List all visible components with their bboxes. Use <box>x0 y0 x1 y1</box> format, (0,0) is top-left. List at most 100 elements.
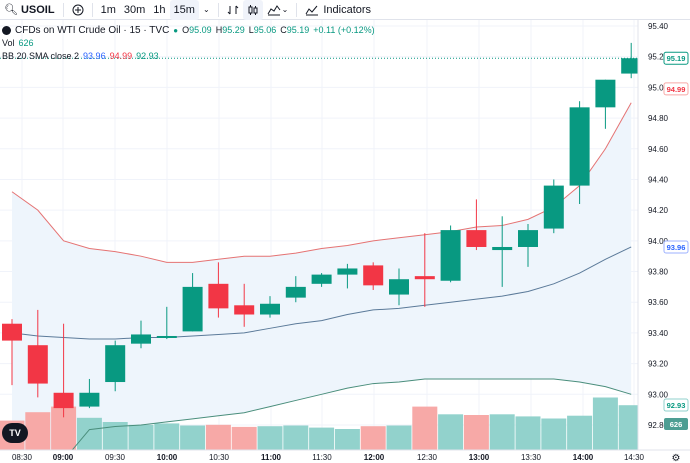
candle-body <box>131 334 151 344</box>
volume-bar <box>154 423 180 450</box>
bb-upper-value: 94.99 <box>109 51 133 61</box>
price-tick-label: 95.20 <box>648 53 669 62</box>
bb-lower-tag-bg <box>663 398 689 412</box>
volume-bar <box>541 418 567 450</box>
bb-lines <box>11 102 632 463</box>
volume-bar <box>567 415 593 450</box>
vol-label[interactable]: Vol <box>2 38 15 48</box>
bar-replay-button[interactable] <box>223 0 243 20</box>
time-tick-label: 09:00 <box>53 453 74 462</box>
settings-gear-icon[interactable]: ⚙ <box>672 453 681 463</box>
indicators-button[interactable]: Indicators <box>301 0 375 20</box>
bb-upper-tag-bg <box>663 82 689 96</box>
volume-bar <box>463 415 489 450</box>
bb-upper-line <box>11 102 632 263</box>
last-price-tag: 95.19 <box>667 54 686 63</box>
price-tick-label: 95.40 <box>648 22 669 31</box>
divider <box>62 2 64 17</box>
volume-bar <box>438 414 464 450</box>
bb-label[interactable]: BB 20 SMA close 2 <box>2 51 80 61</box>
candle-body <box>53 392 74 409</box>
bb-upper-tag: 94.99 <box>667 85 686 94</box>
symbol-search[interactable]: 🔍︎ USOIL <box>0 0 59 20</box>
price-tick-label: 94.60 <box>648 145 669 154</box>
interval-15m[interactable]: 15m <box>169 0 199 20</box>
candle-body <box>492 246 513 251</box>
area-chart-button[interactable]: ⌄ <box>263 0 293 20</box>
chevron-down-icon: ⌄ <box>202 5 210 14</box>
candle-body <box>2 323 22 341</box>
vol-tag: 626 <box>670 420 683 429</box>
symbol-logo-icon <box>2 26 11 35</box>
volume-bar <box>334 429 360 450</box>
time-tick-label: 14:00 <box>573 453 594 462</box>
candle-body <box>234 305 255 315</box>
legend-main-row: CFDs on WTI Crude Oil · 15 · TVC ● O95.0… <box>2 24 375 37</box>
indicators-icon <box>305 5 319 15</box>
volume-bar <box>128 424 154 450</box>
price-tick-label: 93.00 <box>648 390 669 399</box>
legend-title[interactable]: CFDs on WTI Crude Oil · 15 · TVC <box>15 25 170 36</box>
price-tags: 95.19 94.99 93.96 92.93 626 <box>0 51 689 430</box>
symbol-name: USOIL <box>20 3 55 16</box>
price-tick-label: 93.40 <box>648 329 669 338</box>
price-tick-label: 93.60 <box>648 298 669 307</box>
compare-button[interactable] <box>68 0 88 20</box>
bb-basis-tag: 93.96 <box>667 243 686 252</box>
interval-1m[interactable]: 1m <box>100 3 116 16</box>
volume-bar <box>283 425 309 450</box>
divider <box>91 2 93 17</box>
replay-icon <box>227 5 238 14</box>
candle-body <box>569 107 590 186</box>
candles <box>2 42 642 418</box>
legend-bb-row: BB 20 SMA close 2 93.96 94.99 92.93 <box>2 50 375 63</box>
candle-body <box>27 345 48 384</box>
legend-close: C95.19 <box>280 25 310 35</box>
candle-body <box>595 79 616 108</box>
candle-body <box>518 230 538 247</box>
volume-bar <box>309 427 335 450</box>
vol-tag-bg <box>664 418 688 430</box>
price-tick-label: 93.80 <box>648 268 669 277</box>
chart-legend: CFDs on WTI Crude Oil · 15 · TVC ● O95.0… <box>2 24 375 63</box>
bb-lower-tag: 92.93 <box>667 401 686 410</box>
candle-body <box>440 230 461 281</box>
candle-body <box>260 303 280 315</box>
legend-change: +0.11 (+0.12%) <box>313 25 375 35</box>
volume-bar <box>205 424 231 450</box>
candle-body <box>414 276 435 280</box>
candle-body <box>543 185 564 229</box>
candle-body <box>156 335 177 338</box>
vol-value: 626 <box>18 38 34 48</box>
volume-bar <box>386 425 412 450</box>
candles-icon <box>248 4 258 15</box>
divider <box>296 2 298 17</box>
chart-type-button[interactable] <box>242 0 263 20</box>
price-chart[interactable]: 95.40 95.20 95.00 94.80 94.60 94.40 94.20 94.00… <box>0 20 690 463</box>
candle-body <box>105 345 126 383</box>
interval-30m[interactable]: 30m <box>123 3 146 16</box>
volume-bar <box>231 426 257 450</box>
market-status-dot-icon: ● <box>173 26 179 35</box>
price-tick-label: 94.80 <box>648 114 669 123</box>
candle-body <box>363 265 384 286</box>
time-tick-label: 12:00 <box>364 453 385 462</box>
last-price-tag-bg <box>663 51 689 65</box>
volume-bars <box>0 397 670 450</box>
price-tick-label: 94.00 <box>648 237 669 246</box>
area-chart-icon <box>267 4 281 15</box>
candle-body <box>285 286 306 298</box>
time-axis: 08:30 09:00 09:30 10:00 10:30 11:00 11:30 12:00… <box>0 449 690 463</box>
interval-dropdown[interactable]: ⌄ <box>199 0 214 20</box>
price-tick-label: 92.80 <box>648 421 669 430</box>
volume-bar <box>489 414 515 450</box>
interval-1h[interactable]: 1h <box>153 3 166 16</box>
time-tick-label: 10:30 <box>209 453 230 462</box>
tradingview-logo[interactable]: TV <box>2 423 28 443</box>
candle-body <box>466 230 487 247</box>
time-axis-bg <box>0 450 690 463</box>
candle-body <box>79 392 100 407</box>
bb-basis-tag-bg <box>663 240 689 254</box>
price-tick-label: 95.00 <box>648 83 669 92</box>
plus-circle-icon <box>72 4 84 15</box>
